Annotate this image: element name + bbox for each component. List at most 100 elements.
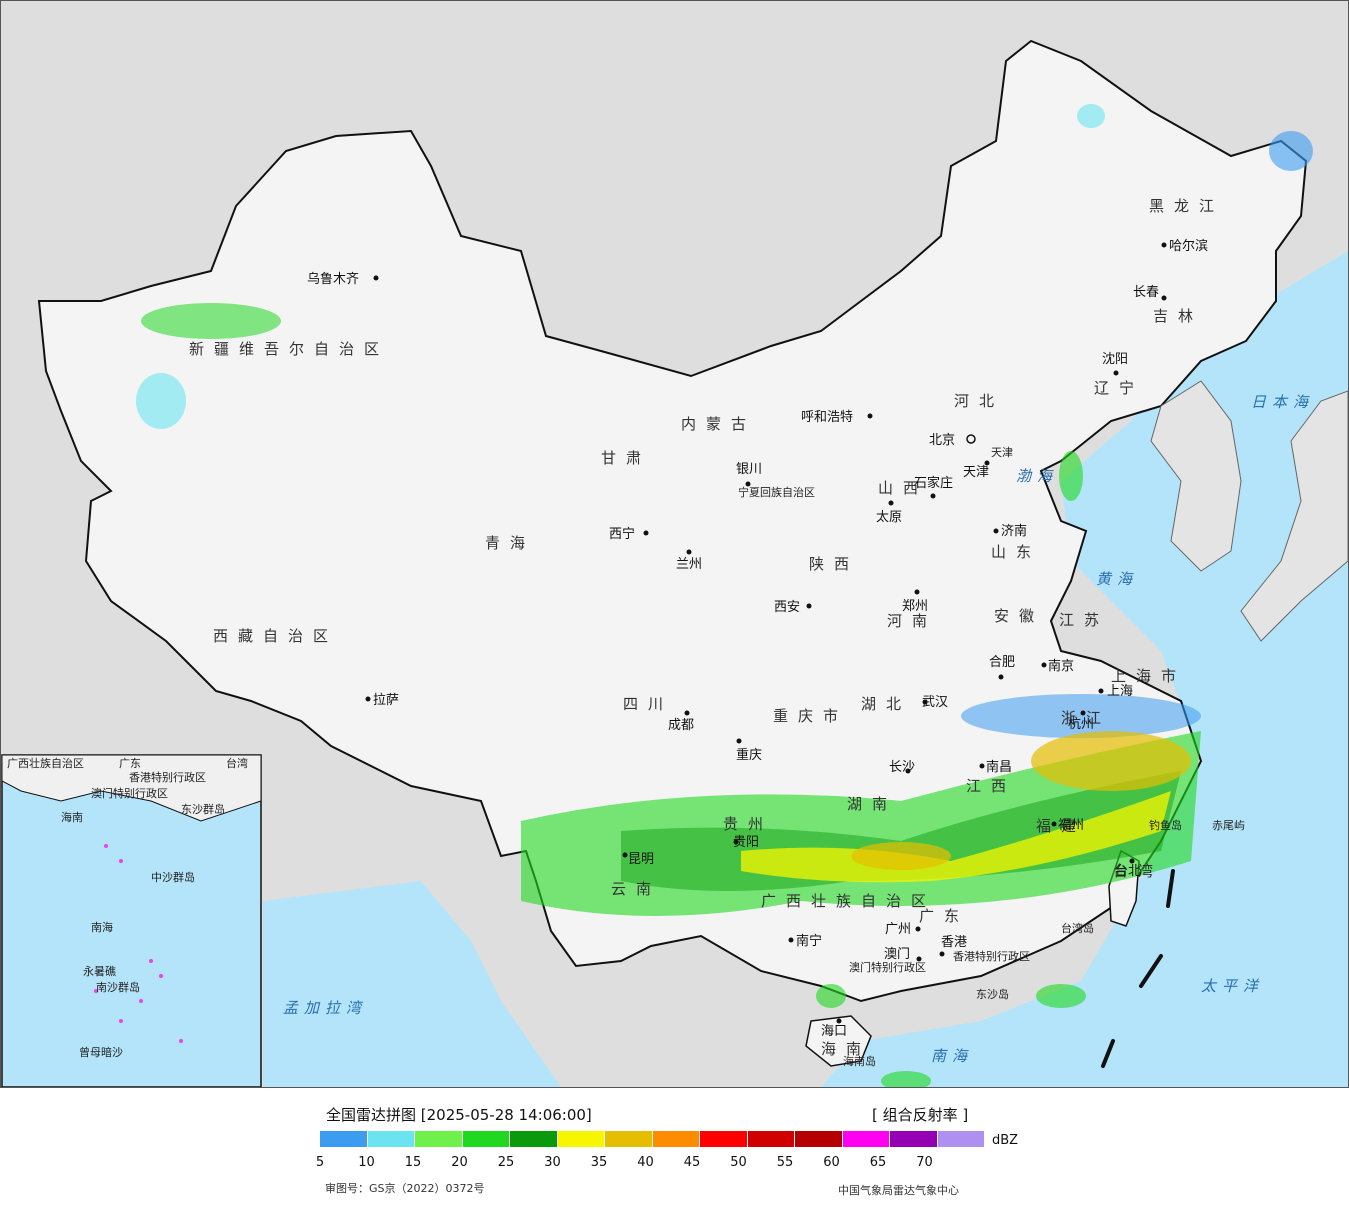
color-swatch [795,1131,843,1147]
inset-label-dongsha: 东沙群岛 [181,802,225,816]
island-taiwan: 台湾岛 [1061,921,1094,935]
province-sichuan: 四川 [623,695,673,713]
color-swatch [937,1131,985,1147]
city-wuhan: 武汉 [922,695,948,710]
inset-label-zengmu: 曾母暗沙 [79,1045,123,1059]
city-lhasa: 拉萨 [373,693,399,708]
province-ningxia: 宁夏回族自治区 [738,485,815,499]
sea-huanghai: 黄海 [1096,570,1138,588]
radar-map: 广西壮族自治区 广东 台湾 香港特别行政区 澳门特别行政区 东沙群岛 海南 中沙… [0,0,1349,1088]
inset-label-zhongsha: 中沙群岛 [151,870,195,884]
province-anhui: 安徽 [994,607,1044,625]
color-swatch [415,1131,463,1147]
inset-label-yongshu: 永暑礁 [83,964,116,978]
city-urumqi: 乌鲁木齐 [307,271,359,287]
city-guangzhou: 广州 [885,922,911,937]
inset-label-hainan: 海南 [61,810,83,824]
province-tianjin: 天津 [991,446,1013,459]
province-qinghai: 青海 [485,534,535,552]
province-liaoning: 辽宁 [1094,379,1144,397]
city-taiyuan: 太原 [876,510,902,525]
sea-japan: 日本海 [1251,393,1314,411]
province-shanxi: 山西 [878,479,928,497]
province-xizang: 西藏自治区 [213,627,338,645]
inset-label-guangdong: 广东 [119,757,141,770]
region-macau-sar: 澳门特别行政区 [849,960,926,974]
ocean-bengal [263,881,561,1087]
province-shanghai: 上海市 [1111,667,1186,685]
color-swatch [890,1131,938,1147]
inset-label-nanhai: 南海 [91,920,113,934]
province-guangdong: 广东 [919,907,969,925]
city-macau: 澳门 [884,946,910,962]
inset-label-nansha: 南沙群岛 [96,980,140,994]
province-hainan: 海南 [821,1040,871,1058]
city-jinan: 济南 [1001,523,1027,539]
legend-tick-label: 55 [776,1155,794,1170]
japan-land [1240,390,1348,642]
color-scale-bar [320,1131,985,1147]
color-swatch [700,1131,748,1147]
legend-tick-label: 65 [869,1155,887,1170]
color-swatch [652,1131,700,1147]
legend-tick-label: 60 [823,1155,840,1170]
province-jiangxi: 江西 [966,777,1016,795]
sea-bohai: 渤海 [1016,467,1058,485]
color-swatch [747,1131,795,1147]
legend-panel: 全国雷达拼图 [2025-05-28 14:06:00] [ 组合反射率 ] d… [0,1088,1349,1208]
sea-pacific: 太平洋 [1201,977,1264,995]
province-henan: 河南 [887,612,937,630]
province-labels: 新疆维吾尔自治区 西藏自治区 青海 甘肃 内蒙古 黑龙江 吉林 辽宁 河北 山西… [189,197,1224,1058]
city-changsha: 长沙 [889,760,915,775]
legend-tick-label: 20 [451,1155,468,1170]
province-heilongjiang: 黑龙江 [1149,197,1224,215]
legend-tick-label: 15 [404,1155,422,1170]
city-lanzhou: 兰州 [676,557,702,572]
city-kunming: 昆明 [628,852,654,867]
province-guizhou: 贵州 [723,815,773,833]
inset-label-hk: 香港特别行政区 [129,770,206,784]
legend-tick-label: 70 [916,1155,933,1170]
province-chongqing: 重庆市 [773,707,848,725]
region-hk-sar: 香港特别行政区 [953,949,1030,963]
city-fuzhou: 福州 [1058,818,1084,833]
province-jilin: 吉林 [1153,307,1203,325]
province-zhejiang: 浙江 [1061,709,1111,727]
color-swatch [605,1131,653,1147]
city-hongkong: 香港 [941,935,967,950]
island-dongsha: 东沙岛 [976,987,1009,1001]
island-diaoyu: 钓鱼岛 [1149,818,1182,832]
city-shenyang: 沈阳 [1102,352,1128,367]
province-hebei: 河北 [954,392,1004,410]
province-xinjiang: 新疆维吾尔自治区 [189,340,389,358]
color-swatch [367,1131,415,1147]
sea-nanhai: 南海 [931,1047,973,1065]
province-gansu: 甘肃 [601,449,651,467]
city-xian: 西安 [774,600,800,615]
city-nanchang: 南昌 [986,759,1012,775]
city-chongqing: 重庆 [736,747,762,763]
radar-echoes [136,104,1313,1087]
south-china-sea-inset: 广西壮族自治区 广东 台湾 香港特别行政区 澳门特别行政区 东沙群岛 海南 中沙… [1,754,262,1087]
province-yunnan: 云南 [611,880,661,898]
hainan-island [805,1015,872,1067]
legend-tick-label: 45 [683,1155,701,1170]
color-swatch [510,1131,558,1147]
legend-product: [ 组合反射率 ] [872,1106,969,1124]
province-fujian: 福建 [1036,817,1086,835]
city-changchun: 长春 [1133,285,1159,300]
province-shandong: 山东 [991,543,1041,561]
city-guiyang: 贵阳 [733,835,759,850]
city-hohhot: 呼和浩特 [801,410,853,425]
city-haikou: 海口 [821,1024,847,1039]
island-labels: 钓鱼岛 赤尾屿 台湾岛 海南岛 东沙岛 香港特别行政区 澳门特别行政区 [843,818,1245,1068]
island-hainan: 海南岛 [843,1054,876,1068]
city-nanjing: 南京 [1048,658,1074,674]
korea-land [1150,380,1242,572]
province-taiwan: 台湾 [1113,862,1163,880]
city-beijing: 北京 [929,433,955,448]
legend-tick-label: 5 [315,1155,325,1170]
inset-label-guangxi: 广西壮族自治区 [7,756,84,770]
legend-title: 全国雷达拼图 [2025-05-28 14:06:00] [326,1106,592,1124]
legend-tick-label: 30 [544,1155,561,1170]
